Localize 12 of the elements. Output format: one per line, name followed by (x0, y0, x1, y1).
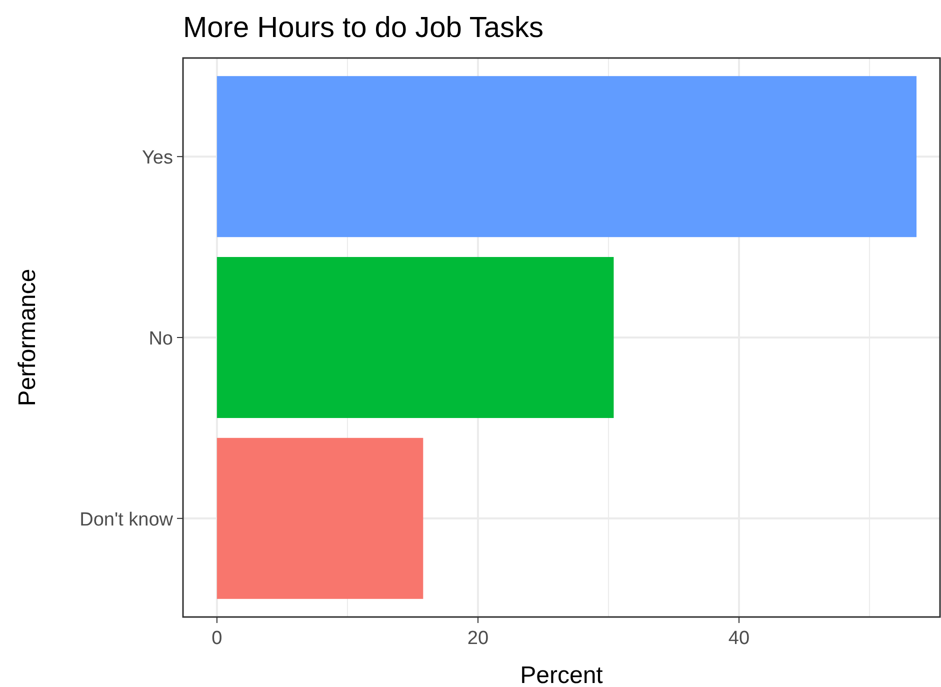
x-tick-label: 40 (728, 628, 750, 649)
x-tick-label: 0 (212, 628, 222, 649)
bar (216, 256, 614, 418)
y-axis-title: Performance (14, 268, 41, 406)
x-tick-label: 20 (467, 628, 489, 649)
x-axis-title: Percent (520, 662, 604, 687)
y-tick-label: Yes (142, 148, 173, 169)
bar (216, 76, 917, 238)
y-tick-label: No (148, 328, 173, 350)
bar (216, 438, 424, 599)
y-tick-label: Don't know (80, 509, 174, 530)
chart-title: More Hours to do Job Tasks (183, 12, 544, 44)
